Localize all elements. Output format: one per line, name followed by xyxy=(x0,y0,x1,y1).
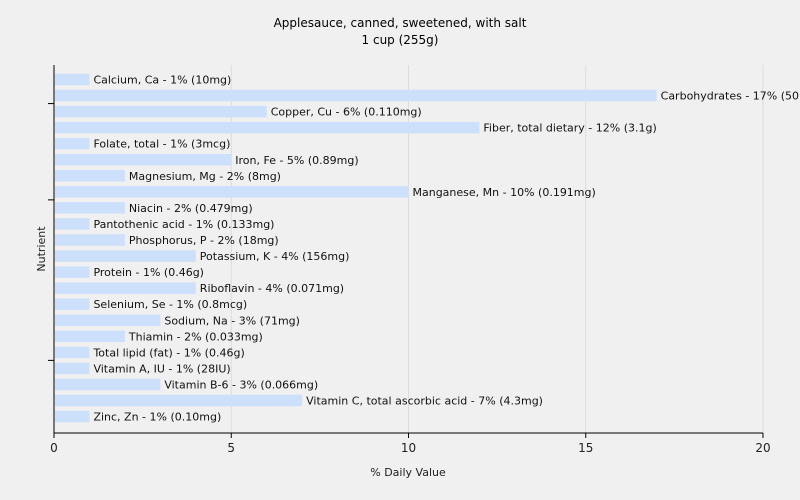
bar-label-9: Pantothenic acid - 1% (0.133mg) xyxy=(93,218,274,231)
bar-7 xyxy=(55,186,409,198)
bar-12 xyxy=(55,266,90,278)
bar-label-13: Riboflavin - 4% (0.071mg) xyxy=(200,282,344,295)
x-tick-label-1: 5 xyxy=(227,441,235,455)
x-tick-label-2: 10 xyxy=(401,441,416,455)
x-tick-label-3: 15 xyxy=(578,441,593,455)
bar-label-11: Potassium, K - 4% (156mg) xyxy=(200,250,350,263)
chart-title: Applesauce, canned, sweetened, with salt xyxy=(274,16,527,30)
chart-subtitle: 1 cup (255g) xyxy=(362,33,439,47)
bar-label-18: Vitamin A, IU - 1% (28IU) xyxy=(93,362,230,375)
bar-label-16: Thiamin - 2% (0.033mg) xyxy=(128,330,263,343)
bar-20 xyxy=(55,394,303,407)
bar-17 xyxy=(55,346,90,359)
bar-14 xyxy=(55,298,90,310)
bar-13 xyxy=(55,282,196,294)
bar-15 xyxy=(55,314,161,326)
bars-group: Calcium, Ca - 1% (10mg) Carbohydrates - 1… xyxy=(55,74,800,424)
bar-label-7: Manganese, Mn - 10% (0.191mg) xyxy=(413,186,596,199)
x-tick-label-4: 20 xyxy=(755,441,770,455)
axes-group: 0 5 10 15 20 xyxy=(48,65,771,455)
bar-9 xyxy=(55,218,90,230)
bar-label-19: Vitamin B-6 - 3% (0.066mg) xyxy=(164,378,318,391)
bar-4 xyxy=(55,137,90,150)
bar-label-3: Fiber, total dietary - 12% (3.1g) xyxy=(483,122,656,135)
bar-label-5: Iron, Fe - 5% (0.89mg) xyxy=(235,154,358,167)
bar-2 xyxy=(55,105,267,118)
bar-label-8: Niacin - 2% (0.479mg) xyxy=(129,202,253,215)
bar-0 xyxy=(55,73,90,86)
bar-label-0: Calcium, Ca - 1% (10mg) xyxy=(93,74,231,87)
bar-label-20: Vitamin C, total ascorbic acid - 7% (4.3… xyxy=(306,395,543,408)
bar-3 xyxy=(55,121,480,134)
bar-10 xyxy=(55,234,125,246)
bar-label-12: Protein - 1% (0.46g) xyxy=(93,266,204,279)
bar-11 xyxy=(55,250,196,262)
bar-label-21: Zinc, Zn - 1% (0.10mg) xyxy=(93,411,221,424)
bar-5 xyxy=(55,154,232,166)
bar-21 xyxy=(55,410,90,423)
y-axis-title: Nutrient xyxy=(35,226,48,272)
bar-19 xyxy=(55,378,161,391)
bar-1 xyxy=(55,89,657,102)
bar-label-1: Carbohydrates - 17% (50.77g) xyxy=(661,90,800,103)
bar-6 xyxy=(55,170,125,182)
bar-label-2: Copper, Cu - 6% (0.110mg) xyxy=(271,106,422,119)
bar-label-14: Selenium, Se - 1% (0.8mcg) xyxy=(93,298,247,311)
bar-label-15: Sodium, Na - 3% (71mg) xyxy=(164,314,300,327)
bar-label-10: Phosphorus, P - 2% (18mg) xyxy=(129,234,279,247)
bar-label-17: Total lipid (fat) - 1% (0.46g) xyxy=(92,346,244,359)
bar-label-4: Folate, total - 1% (3mcg) xyxy=(93,138,230,151)
bar-18 xyxy=(55,362,90,375)
bar-label-6: Magnesium, Mg - 2% (8mg) xyxy=(129,170,281,183)
x-axis-title: % Daily Value xyxy=(370,466,446,479)
bar-8 xyxy=(55,202,125,214)
x-tick-label-0: 0 xyxy=(50,441,58,455)
bar-16 xyxy=(55,330,125,343)
